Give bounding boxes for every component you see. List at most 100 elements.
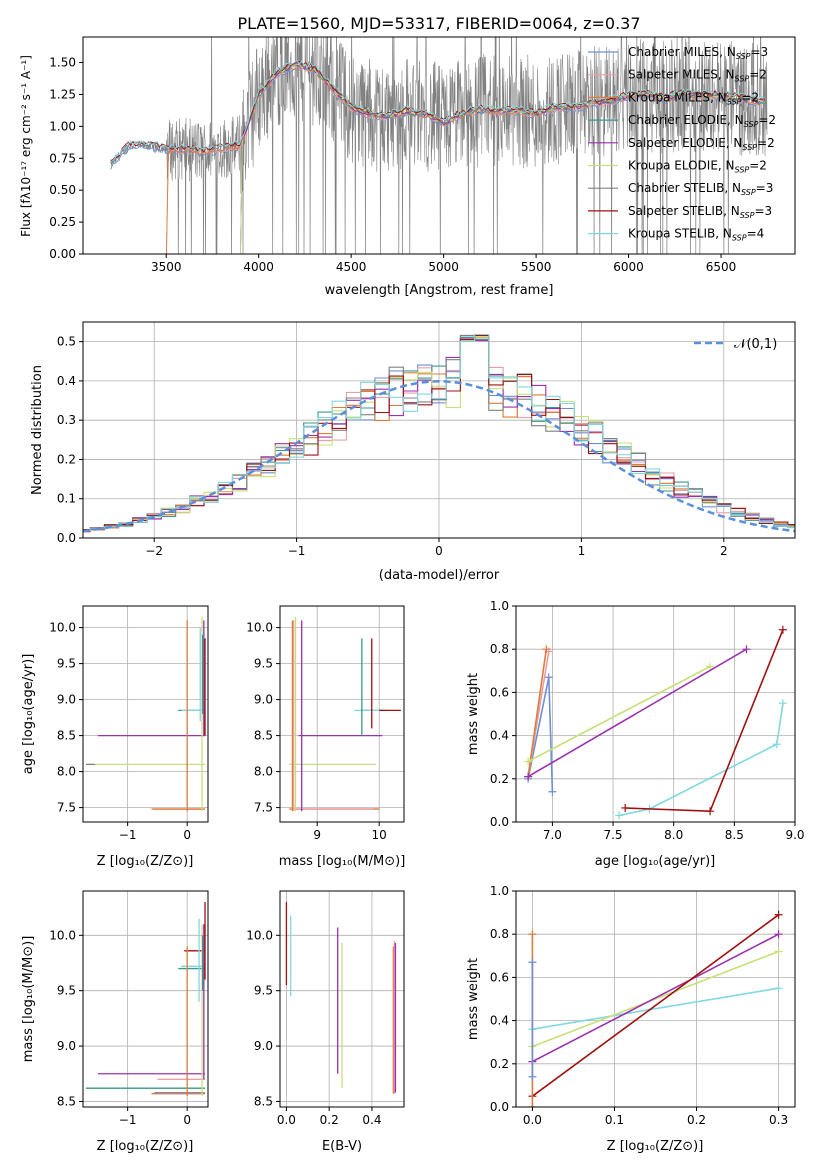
legend-label-main: Chabrier STELIB, N [628,181,741,195]
p-wage-frame [515,605,796,823]
weight-z-series-marker [774,910,783,919]
p-spectrum-xtick-label: 4500 [336,260,367,274]
weight-age-series-marker [524,772,533,781]
weight-age-series-marker [548,787,557,796]
p-spectrum-xtick-label: 4000 [243,260,274,274]
p-massebv-xtick-label: 0.2 [320,1113,339,1127]
spectrum-model-kroupa_elodie [239,63,767,254]
p-wage-xtick-label: 7.0 [543,828,562,842]
legend-label: Kroupa ELODIE, NSSP=2 [628,159,767,175]
p-wz-xtick-label: 0.2 [687,1113,706,1127]
residuals-xlabel: (data-model)/error [379,568,500,583]
p-wz-frame [515,890,796,1108]
weight-z-series-line [532,950,779,1048]
legend-label-sub: SSP [727,97,742,106]
p-resid-ytick-label: 0.2 [57,452,76,466]
weight-z-series-line [531,914,780,1097]
p-resid-xtick-label: −2 [145,544,163,558]
p-agem-ytick-label: 9.5 [254,657,273,671]
legend-label-main: Kroupa MILES, N [628,90,727,104]
spectrum-plot: 3500 4000 4500 5000 5500 6000 6500 0.00 0.25 0.50… [49,36,796,274]
p-resid-ytick-label: 0.1 [57,492,76,506]
p-spectrum-ytick-label: 0.50 [49,183,76,197]
p-massz-xtick-label: −1 [119,1113,137,1127]
p-massebv-ytick-label: 10.0 [246,928,273,942]
p-wage-xtick-label: 7.5 [603,828,622,842]
p-resid-ytick-label: 0.0 [57,531,76,545]
weight-age-series-marker [706,807,715,816]
p-wage-xtick-label: 9.0 [785,828,804,842]
legend-label-sub: SSP [741,188,756,197]
mass-vs-z-plot: −1 0 8.5 9.0 9.5 10.0 [49,890,209,1127]
gaussian-curve [83,380,795,533]
weight-age-series-line [618,703,784,817]
legend-label: Salpeter STELIB, NSSP=3 [628,204,772,220]
legend-label-main: Chabrier MILES, N [628,45,736,59]
spectrum-ylabel: Flux [fλ10⁻¹⁷ erg cm⁻² s⁻¹ A⁻¹] [19,55,33,237]
p-massz-ytick-label: 9.5 [57,984,76,998]
weight-z-series-marker [528,1103,537,1107]
p-resid-xtick-label: 0 [435,544,443,558]
p-massebv-content [285,902,397,1094]
legend-label-eq: =4 [747,227,765,241]
legend-label-main: Salpeter ELODIE, N [628,136,742,150]
p-agem-xtick-label: 10 [372,828,387,842]
legend-label-eq: =3 [750,45,768,59]
p-agez-xtick-label: 0 [183,828,191,842]
legend-label-main: Salpeter STELIB, N [628,204,740,218]
histogram-kroupa_stelib [83,333,795,531]
p-agez-ytick-label: 9.5 [57,657,76,671]
p-agem-frame [279,605,405,823]
weight-z-series-marker [774,930,783,939]
weight-vs-age-xlabel: age [log₁₀(age/yr)] [595,854,716,869]
p-spectrum-xtick-label: 5500 [521,260,552,274]
p-massz-frame [82,890,209,1108]
weight-z-series-marker [528,958,537,967]
weight-vs-z-plot: 0.0 0.1 0.2 0.3 0.0 0.2 0.4 0.6 0.8 1.0 [490,884,796,1127]
p-agez-ytick-label: 7.5 [57,801,76,815]
p-spectrum-ytick-label: 0.25 [49,215,76,229]
legend-label-eq: =2 [758,113,776,127]
p-massz-ytick-label: 8.5 [57,1094,76,1108]
legend-label: Chabrier ELODIE, NSSP=2 [628,113,776,129]
age-vs-z-plot: −1 0 7.5 8.0 8.5 9.0 9.5 10.0 [49,605,209,842]
p-agez-frame [82,605,209,823]
weight-z-series-line [532,987,779,1030]
weight-age-series-marker [544,673,553,682]
spectrum-model-kroupa_stelib [110,59,766,163]
p-massebv-ytick-label: 9.5 [254,984,273,998]
legend-label-eq: =2 [749,68,767,82]
p-massebv-ytick-label: 8.5 [254,1094,273,1108]
spectrum-title: PLATE=1560, MJD=53317, FIBERID=0064, z=0… [237,14,640,33]
p-spectrum-ytick-label: 1.00 [49,119,76,133]
legend-label: Chabrier STELIB, NSSP=3 [628,181,773,197]
p-wz-xtick-label: 0.1 [605,1113,624,1127]
weight-age-series-marker [524,757,533,766]
p-agem-ytick-label: 10.0 [246,621,273,635]
legend-label: Kroupa MILES, NSSP=2 [628,90,759,106]
weight-vs-age-plot: 7.0 7.5 8.0 8.5 9.0 0.0 0.2 0.4 0.6 0.8 1.0 [490,599,805,842]
weight-age-series-line [625,629,784,813]
weight-vs-z-xlabel: Z [log₁₀(Z/Z⊙)] [607,1139,704,1154]
p-wz-ytick-label: 0.6 [490,970,509,984]
weight-age-series-line [527,665,711,763]
residuals-ylabel: Normed distribution [30,365,45,495]
p-resid-xtick-label: 2 [720,544,728,558]
legend-label-sub: SSP [742,143,757,152]
weight-z-series-marker [774,947,783,956]
p-wz-xtick-label: 0.0 [523,1113,542,1127]
p-wz-ytick-label: 0.2 [490,1057,509,1071]
p-agez-xtick-label: −1 [119,828,137,842]
legend-label-eq: =2 [749,159,767,173]
legend-label-sub: SSP [736,52,751,61]
p-agez-ytick-label: 10.0 [49,621,76,635]
weight-age-series-marker [542,645,551,654]
p-resid-xtick-label: −1 [288,544,306,558]
p-agem-ytick-label: 8.0 [254,765,273,779]
p-agez-content [85,616,206,812]
legend-label-sub: SSP [740,211,755,220]
p-wage-ytick-label: 0.6 [490,685,509,699]
mass-vs-ebv-plot: 0.0 0.2 0.4 8.5 9.0 9.5 10.0 [246,890,405,1127]
p-resid-ytick-label: 0.5 [57,335,76,349]
weight-z-series-marker [528,930,537,939]
